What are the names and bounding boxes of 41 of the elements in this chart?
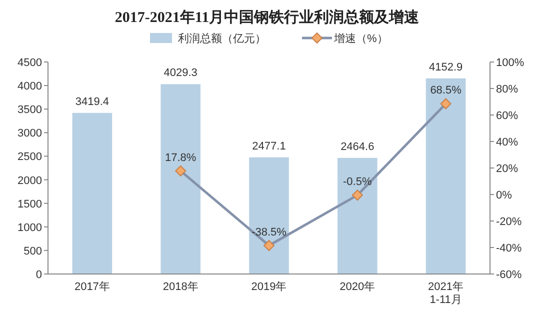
legend-label: 增速（%）: [333, 32, 388, 45]
y-tick-label: 2000: [18, 174, 42, 187]
y2-tick-label: -60%: [496, 269, 522, 281]
data-label: 2477.1: [252, 140, 286, 152]
y2-tick-label: 40%: [496, 136, 518, 148]
bar: [249, 157, 289, 274]
data-label: 4152.9: [428, 61, 463, 74]
data-label: -0.5%: [343, 176, 372, 188]
x-tick-label: 2019年: [251, 281, 287, 293]
data-label: 2464.6: [340, 140, 374, 153]
y2-tick-label: 60%: [496, 110, 518, 122]
y2-tick-label: 80%: [496, 84, 518, 96]
bar: [426, 78, 466, 274]
y2-tick-label: 0%: [496, 190, 512, 202]
x-tick-label: 2018年: [162, 281, 198, 293]
y-tick-label: 4500: [18, 57, 42, 69]
data-label: 4029.3: [164, 67, 198, 80]
y2-tick-label: -40%: [496, 242, 522, 254]
bar: [338, 158, 378, 274]
bar: [72, 112, 112, 274]
x-tick-label: 2021年 1-11月: [428, 281, 464, 306]
y-tick-label: 0: [36, 269, 42, 281]
y2-tick-label: 100%: [496, 57, 524, 69]
y-tick-label: 2500: [18, 151, 42, 164]
y2-tick-label: 20%: [496, 163, 518, 175]
y-tick-label: 3500: [18, 104, 42, 116]
x-tick-label: 2017年: [74, 281, 110, 293]
y-tick-label: 1500: [18, 198, 42, 210]
y-tick-label: 1000: [18, 222, 42, 234]
y-tick-label: 3000: [18, 128, 42, 140]
data-label: 3419.4: [75, 96, 110, 108]
data-label: -38.5%: [252, 226, 287, 239]
y2-tick-label: -20%: [496, 216, 522, 228]
bar: [160, 84, 200, 274]
y-tick-label: 500: [24, 245, 42, 258]
chart-title: 2017-2021年11月中国钢铁行业利润总额及增速: [114, 8, 420, 26]
y-tick-label: 4000: [18, 80, 42, 93]
legend-label: 利润总额（亿元）: [178, 32, 266, 45]
x-tick-label: 2020年: [340, 281, 376, 293]
data-label: 68.5%: [430, 84, 462, 97]
data-label: 17.8%: [165, 152, 196, 164]
